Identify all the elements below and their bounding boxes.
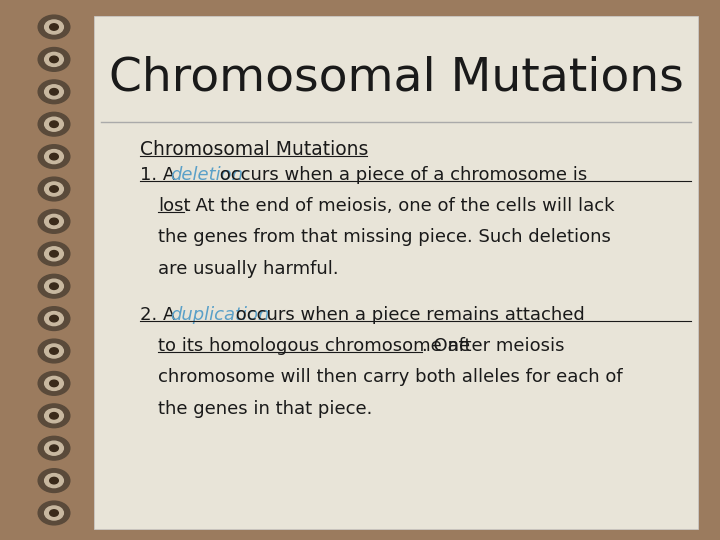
Circle shape (38, 404, 70, 428)
Text: are usually harmful.: are usually harmful. (158, 260, 339, 278)
Circle shape (38, 210, 70, 233)
Circle shape (50, 24, 58, 30)
Circle shape (50, 380, 58, 387)
Circle shape (50, 413, 58, 419)
Circle shape (45, 150, 63, 164)
Text: 2. A: 2. A (140, 306, 181, 323)
Circle shape (38, 48, 70, 71)
Circle shape (50, 283, 58, 289)
Text: occurs when a piece of a chromosome is: occurs when a piece of a chromosome is (214, 166, 587, 184)
Circle shape (38, 372, 70, 395)
Text: Chromosomal Mutations: Chromosomal Mutations (140, 140, 369, 159)
Circle shape (50, 56, 58, 63)
Circle shape (38, 177, 70, 201)
Circle shape (38, 274, 70, 298)
Circle shape (38, 436, 70, 460)
Text: deletion: deletion (171, 166, 243, 184)
Circle shape (38, 15, 70, 39)
Circle shape (45, 214, 63, 228)
Text: to its homologous chromosome after meiosis: to its homologous chromosome after meios… (158, 337, 565, 355)
Text: occurs when a piece remains attached: occurs when a piece remains attached (230, 306, 585, 323)
Circle shape (50, 153, 58, 160)
Text: 1. A: 1. A (140, 166, 181, 184)
Text: the genes in that piece.: the genes in that piece. (158, 400, 373, 417)
Circle shape (50, 218, 58, 225)
Circle shape (45, 474, 63, 488)
Circle shape (45, 117, 63, 131)
Circle shape (45, 376, 63, 390)
Circle shape (45, 279, 63, 293)
Circle shape (50, 510, 58, 516)
Circle shape (50, 315, 58, 322)
Circle shape (38, 339, 70, 363)
Circle shape (50, 251, 58, 257)
Circle shape (38, 501, 70, 525)
Circle shape (45, 20, 63, 34)
Circle shape (38, 80, 70, 104)
Circle shape (45, 312, 63, 326)
Circle shape (45, 506, 63, 520)
Text: . At the end of meiosis, one of the cells will lack: . At the end of meiosis, one of the cell… (184, 197, 615, 215)
Circle shape (38, 145, 70, 168)
Circle shape (45, 85, 63, 99)
Text: the genes from that missing piece. Such deletions: the genes from that missing piece. Such … (158, 228, 611, 246)
Text: duplication: duplication (171, 306, 270, 323)
Circle shape (45, 182, 63, 196)
Text: Chromosomal Mutations: Chromosomal Mutations (109, 56, 683, 101)
Circle shape (38, 469, 70, 492)
Text: lost: lost (158, 197, 191, 215)
Circle shape (38, 112, 70, 136)
Circle shape (50, 121, 58, 127)
Text: chromosome will then carry both alleles for each of: chromosome will then carry both alleles … (158, 368, 623, 386)
Circle shape (45, 441, 63, 455)
Circle shape (50, 348, 58, 354)
Circle shape (50, 89, 58, 95)
Circle shape (50, 477, 58, 484)
Circle shape (38, 242, 70, 266)
Text: . One: . One (422, 337, 470, 355)
Circle shape (45, 344, 63, 358)
Circle shape (38, 307, 70, 330)
Circle shape (45, 247, 63, 261)
FancyBboxPatch shape (94, 16, 698, 529)
Circle shape (45, 52, 63, 66)
Circle shape (50, 186, 58, 192)
Circle shape (50, 445, 58, 451)
Circle shape (45, 409, 63, 423)
